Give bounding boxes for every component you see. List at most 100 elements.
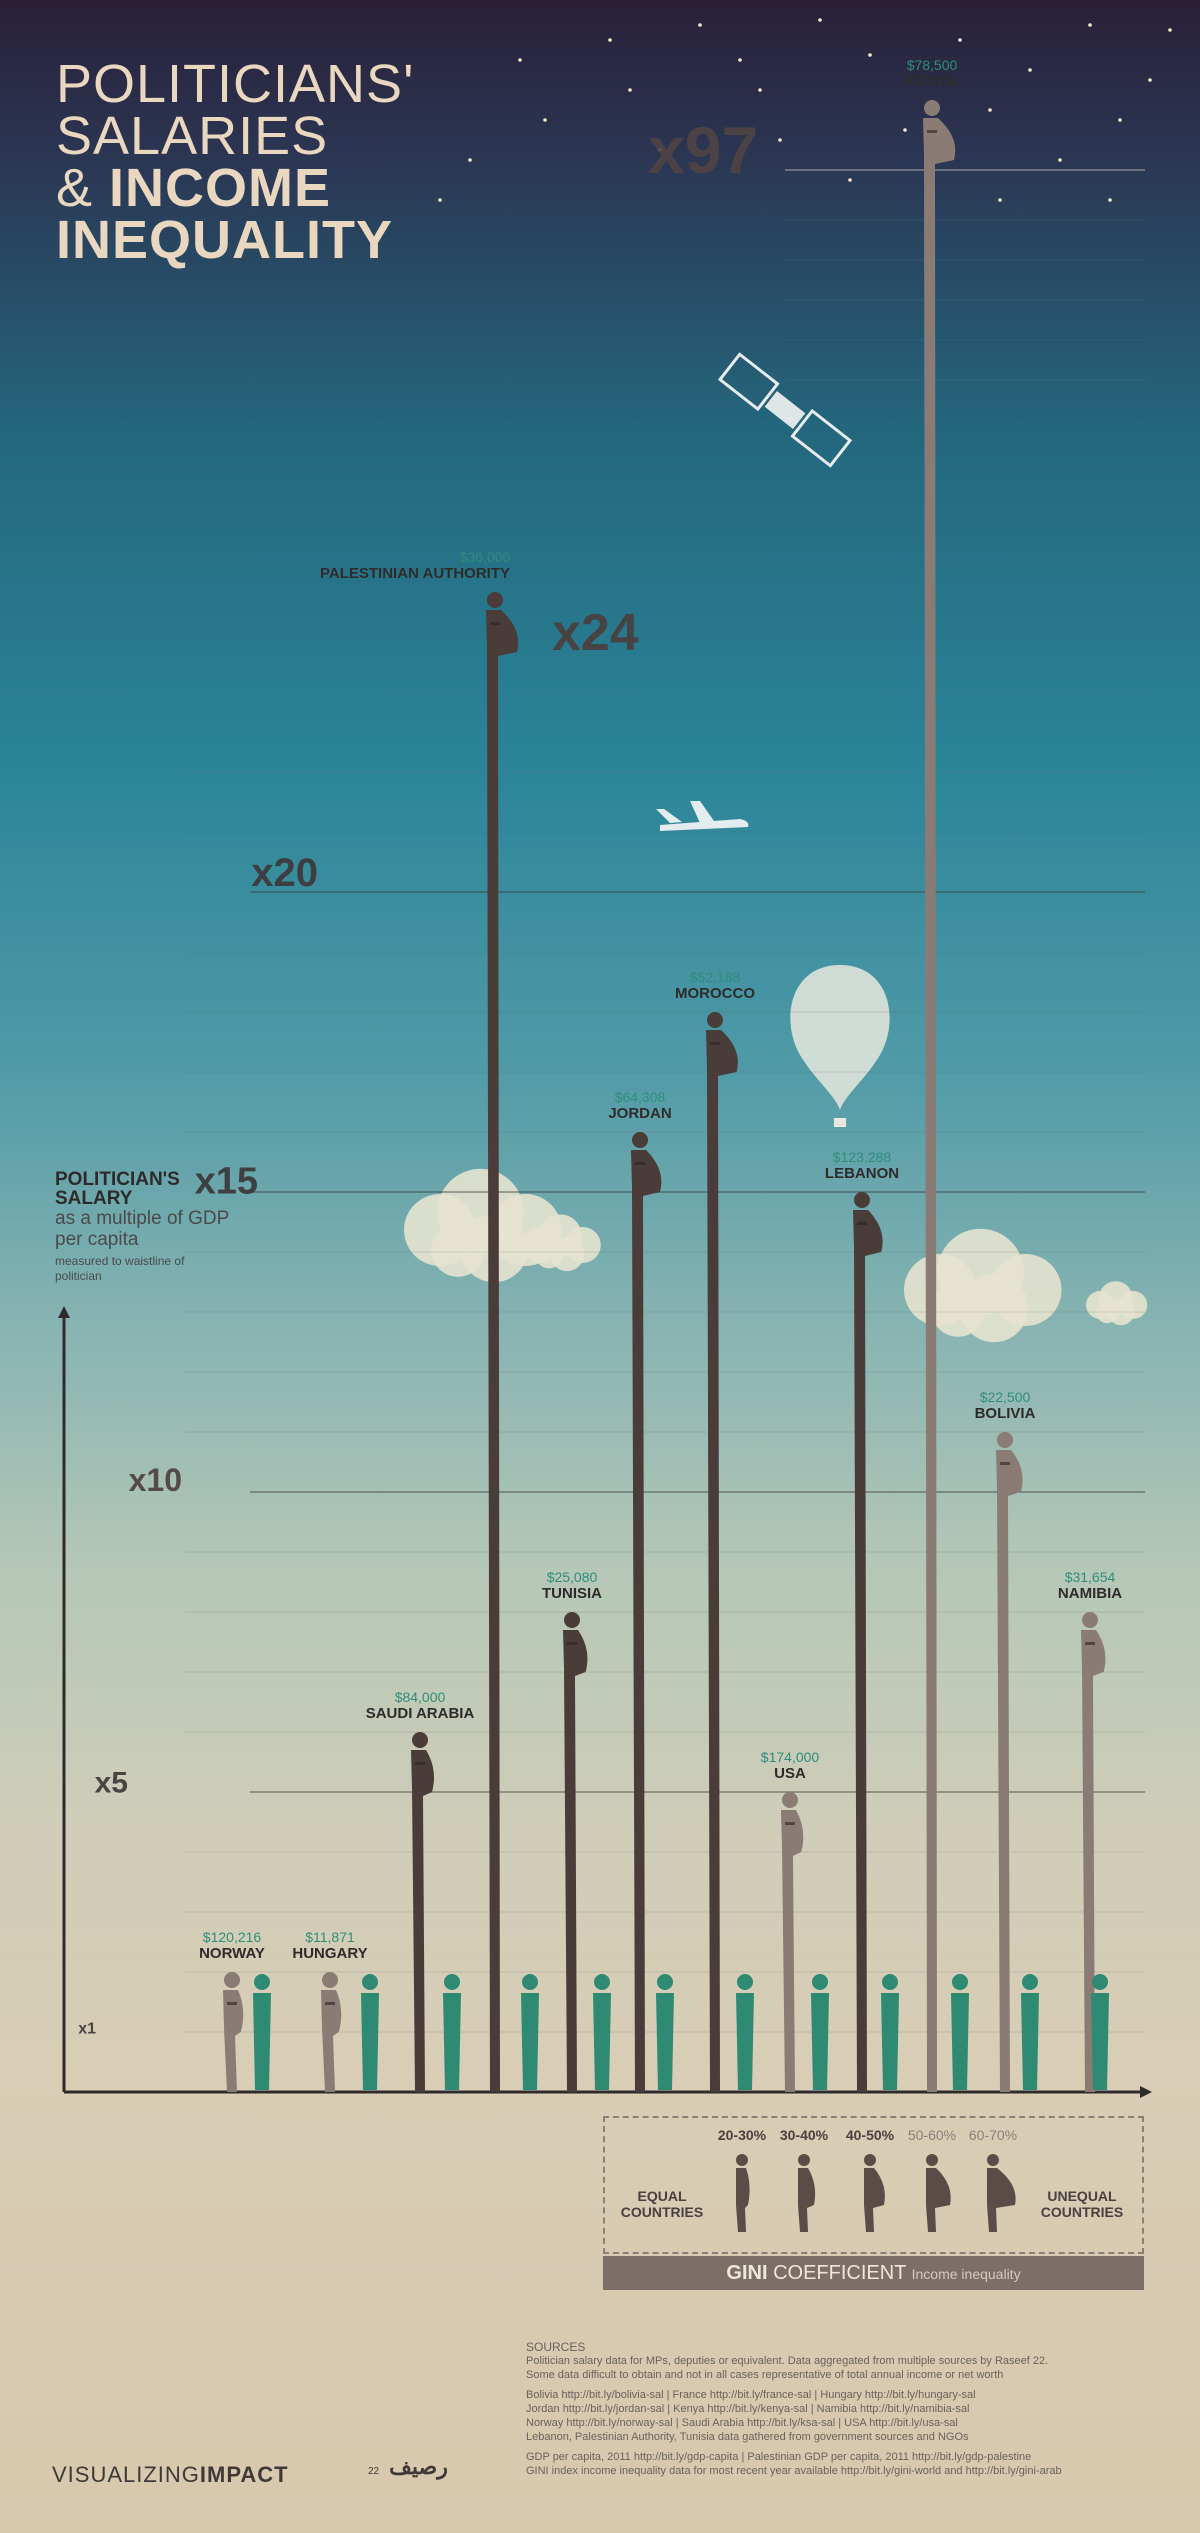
- salary-label: $11,871: [305, 1929, 355, 1945]
- source-line: Norway http://bit.ly/norway-sal | Saudi …: [526, 2417, 958, 2429]
- politician-bar: [411, 1732, 434, 2092]
- balloon-basket: [834, 1118, 846, 1127]
- y-tick-label: x20: [251, 851, 318, 895]
- politician-body: [223, 1990, 244, 2092]
- country-label: KENYA: [906, 73, 957, 90]
- star: [1108, 198, 1112, 202]
- citizen-body: [881, 1993, 899, 2090]
- citizen-icon: [593, 1974, 611, 2090]
- salary-label: $120,216: [203, 1929, 262, 1945]
- title-line: INCOME: [109, 158, 332, 218]
- politician-head: [997, 1432, 1013, 1448]
- legend-politician-icon: [736, 2154, 750, 2232]
- politician-bar: [853, 1192, 883, 2092]
- country-label: HUNGARY: [292, 1945, 367, 1962]
- y-tick-label: x5: [95, 1767, 128, 1800]
- citizen-icon: [736, 1974, 754, 2090]
- star: [778, 138, 782, 142]
- legend-bin-label: 60-70%: [969, 2127, 1017, 2143]
- salary-label: $64,308: [615, 1089, 666, 1105]
- politician-belt: [325, 2002, 335, 2005]
- axis-note-heading: POLITICIAN'S SALARY: [55, 1169, 180, 1209]
- country-label: JORDAN: [608, 1105, 671, 1122]
- citizen-head: [1022, 1974, 1038, 1990]
- country-label: USA: [774, 1765, 806, 1782]
- y-tick-label: x15: [195, 1160, 258, 1202]
- axis-note: POLITICIAN'S SALARY as a multiple of GDP…: [55, 1170, 245, 1284]
- politician-body: [411, 1750, 434, 2092]
- citizen-body: [811, 1993, 829, 2090]
- salary-label: $22,500: [980, 1389, 1031, 1405]
- citizen-head: [362, 1974, 378, 1990]
- politician-head: [782, 1792, 798, 1808]
- star: [848, 178, 852, 182]
- star: [818, 18, 822, 22]
- star: [1168, 28, 1172, 32]
- sources: SOURCES Politician salary data for MPs, …: [526, 2340, 1146, 2478]
- country-label: BOLIVIA: [975, 1405, 1036, 1422]
- citizen-icon: [521, 1974, 539, 2090]
- citizen-icon: [811, 1974, 829, 2090]
- politician-belt: [227, 2002, 237, 2005]
- star: [738, 58, 742, 62]
- politician-bar: [923, 100, 956, 2092]
- source-line: Lebanon, Palestinian Authority, Tunisia …: [526, 2431, 969, 2443]
- politician-belt: [635, 1162, 645, 1165]
- star: [658, 148, 662, 152]
- citizen-head: [522, 1974, 538, 1990]
- salary-label: $52,188: [690, 969, 741, 985]
- politician-body: [853, 1210, 883, 2092]
- politician-bar: [996, 1432, 1023, 2092]
- salary-label: $123,288: [833, 1149, 892, 1165]
- citizen-head: [594, 1974, 610, 1990]
- balloon-icon: [790, 965, 890, 1110]
- salary-label: $84,000: [395, 1689, 446, 1705]
- title-line: SALARIES: [56, 106, 329, 166]
- legend-body: [987, 2168, 1016, 2232]
- axis-note-sub: as a multiple of GDP per capita: [55, 1208, 229, 1250]
- salary-label: $174,000: [761, 1749, 820, 1765]
- star: [1028, 68, 1032, 72]
- star: [868, 53, 872, 57]
- star: [1088, 23, 1092, 27]
- politician-head: [707, 1012, 723, 1028]
- citizen-body: [361, 1993, 379, 2090]
- citizen-icon: [253, 1974, 271, 2090]
- cloud-puff: [535, 1241, 563, 1269]
- gini-bar-text: COEFFICIENT: [767, 2262, 912, 2284]
- citizen-body: [951, 1993, 969, 2090]
- legend-body: [736, 2168, 750, 2232]
- legend-bin-label: 30-40%: [780, 2127, 829, 2143]
- politician-head: [487, 592, 503, 608]
- legend-bin-label: 50-60%: [908, 2127, 956, 2143]
- citizen-icon: [881, 1974, 899, 2090]
- citizen-body: [593, 1993, 611, 2090]
- star: [1058, 158, 1062, 162]
- star: [698, 23, 702, 27]
- gini-bar-bold: GINI: [726, 2262, 768, 2284]
- airplane-icon: [656, 801, 749, 831]
- politician-head: [924, 100, 940, 116]
- y-tick-label: x97: [648, 113, 758, 187]
- legend-equal: EQUAL COUNTRIES: [620, 2188, 704, 2220]
- satellite-body: [764, 391, 806, 429]
- legend-politician-icon: [798, 2154, 816, 2232]
- star: [518, 58, 522, 62]
- salary-label: $25,080: [547, 1569, 598, 1585]
- legend-unequal: UNEQUAL COUNTRIES: [1040, 2188, 1124, 2220]
- politician-bar: [781, 1792, 804, 2092]
- gini-bar: GINI COEFFICIENT Income inequality: [603, 2256, 1144, 2290]
- brand-logo: VISUALIZINGIMPACT: [52, 2462, 289, 2488]
- cloud-puff: [431, 1222, 485, 1277]
- cloud-puff: [1096, 1302, 1118, 1324]
- citizen-head: [1092, 1974, 1108, 1990]
- citizen-icon: [1091, 1974, 1109, 2090]
- politician-body: [706, 1030, 738, 2092]
- raseef-logo: 22 رصيف: [368, 2454, 448, 2480]
- citizen-body: [656, 1993, 674, 2090]
- page-title: POLITICIANS' SALARIES & INCOME INEQUALIT…: [56, 54, 415, 267]
- country-label: NAMIBIA: [1058, 1585, 1122, 1602]
- politician-head: [224, 1972, 240, 1988]
- title-line: POLITICIANS': [56, 54, 415, 114]
- cloud-icon: [404, 1168, 562, 1283]
